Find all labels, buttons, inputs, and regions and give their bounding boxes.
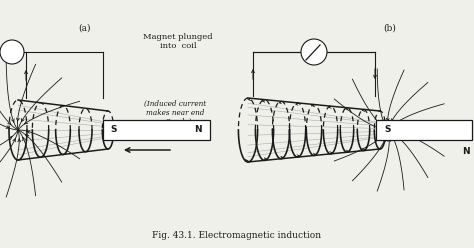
Text: S: S	[385, 125, 391, 134]
Circle shape	[0, 40, 24, 64]
Text: (b): (b)	[383, 24, 396, 32]
Bar	[376, 120, 472, 140]
Text: N: N	[462, 148, 470, 156]
Text: Magnet plunged
into  coil: Magnet plunged into coil	[143, 33, 213, 50]
Text: (a): (a)	[79, 24, 91, 32]
Text: (Induced current
makes near end
a S pole): (Induced current makes near end a S pole…	[144, 100, 206, 126]
Bar	[103, 120, 210, 140]
Circle shape	[301, 39, 327, 65]
Text: S: S	[111, 125, 117, 134]
Text: Fig. 43.1. Electromagnetic induction: Fig. 43.1. Electromagnetic induction	[153, 231, 321, 240]
Text: N: N	[194, 125, 202, 134]
